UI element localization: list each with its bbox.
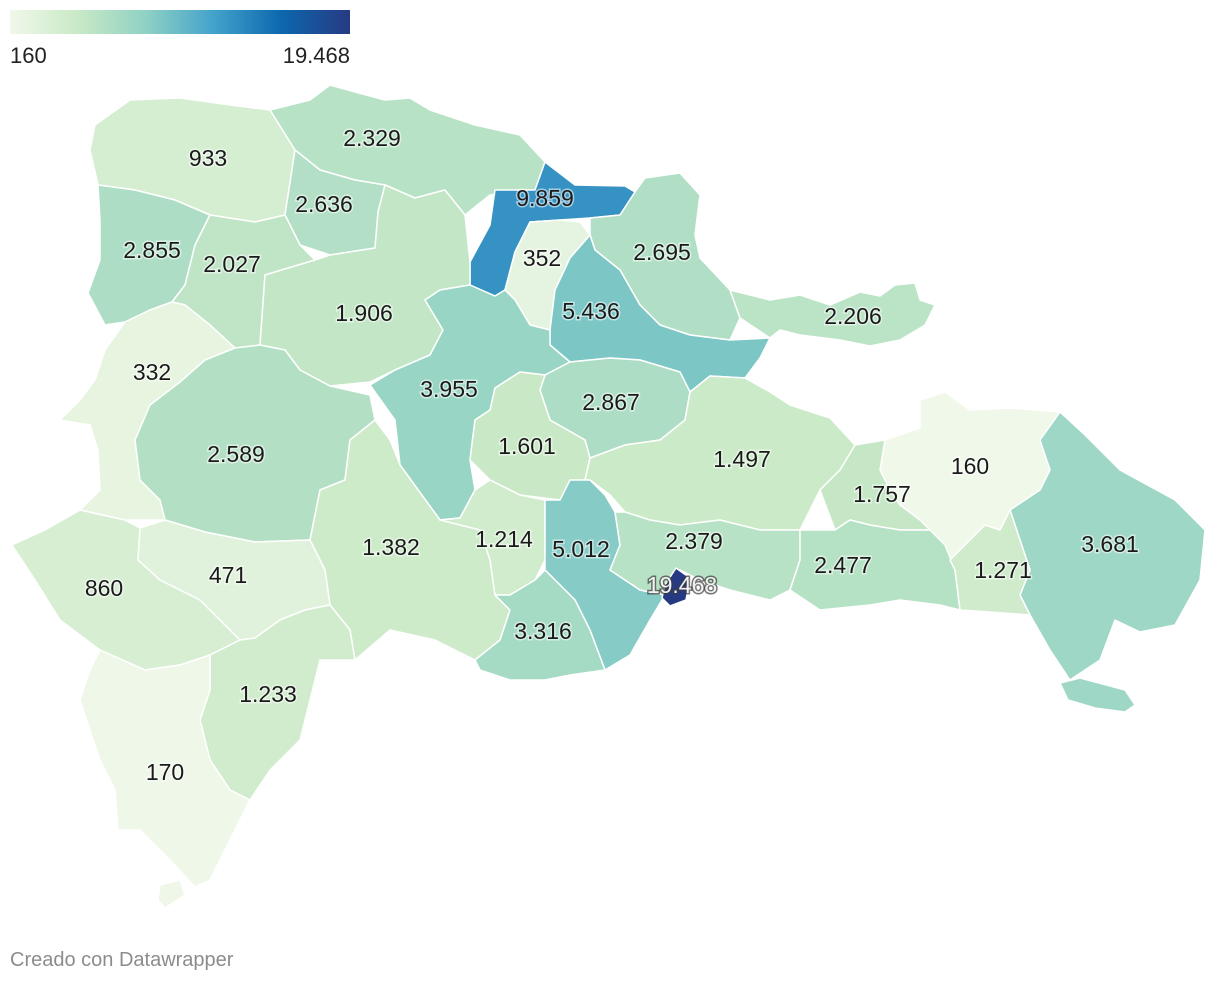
region-value-label: 2.636 xyxy=(295,191,353,217)
map-region[interactable] xyxy=(949,509,1031,616)
region-value-label: 860 xyxy=(85,575,123,601)
map-region[interactable] xyxy=(79,649,251,888)
map-region[interactable] xyxy=(259,184,471,387)
map-regions xyxy=(11,84,1206,909)
region-value-label: 2.695 xyxy=(633,239,691,265)
region-value-label: 9.859 xyxy=(516,185,574,211)
map-region-island xyxy=(1059,677,1136,713)
region-value-label: 1.601 xyxy=(498,433,556,459)
region-value-label: 3.681 xyxy=(1081,531,1139,557)
datawrapper-credit[interactable]: Creado con Datawrapper xyxy=(10,949,234,971)
map-region[interactable] xyxy=(661,567,691,607)
map-region[interactable] xyxy=(474,569,606,681)
region-value-label: 1.382 xyxy=(362,534,420,560)
region-value-label: 2.027 xyxy=(203,251,261,277)
region-value-label: 2.855 xyxy=(123,237,181,263)
region-value-label: 2.589 xyxy=(207,441,265,467)
region-value-label: 471 xyxy=(209,562,247,588)
region-value-label: 1.233 xyxy=(239,681,297,707)
region-value-label: 1.214 xyxy=(475,526,533,552)
legend-min-label: 160 xyxy=(10,43,47,68)
region-value-label: 1.271 xyxy=(974,557,1032,583)
region-value-label: 933 xyxy=(189,145,227,171)
region-value-label: 1.497 xyxy=(713,446,771,472)
map-labels: 933 2.329 2.636 9.859 2.855 2.027 352 2.695 1.90… xyxy=(83,124,1140,787)
region-value-label: 2.206 xyxy=(824,303,882,329)
region-value-label: 352 xyxy=(523,245,561,271)
region-value-label: 2.379 xyxy=(665,528,723,554)
color-legend: 160 19.468 xyxy=(10,10,350,68)
region-value-label: 19.468 xyxy=(647,572,717,598)
region-value-label: 1.906 xyxy=(335,300,393,326)
region-value-label: 1.757 xyxy=(853,481,911,507)
legend-gradient-bar xyxy=(10,10,350,34)
region-value-label: 3.955 xyxy=(420,376,478,402)
map-region-island xyxy=(157,879,186,909)
map-region[interactable] xyxy=(1009,411,1206,681)
map-region[interactable] xyxy=(609,511,801,601)
region-value-label: 5.436 xyxy=(562,298,620,324)
region-value-label: 160 xyxy=(951,453,989,479)
region-value-label: 2.477 xyxy=(814,552,872,578)
region-value-label: 170 xyxy=(146,759,184,785)
region-value-label: 2.329 xyxy=(343,125,401,151)
region-value-label: 3.316 xyxy=(514,618,572,644)
region-value-label: 5.012 xyxy=(552,536,610,562)
legend-max-label: 19.468 xyxy=(282,43,350,68)
region-value-label: 2.867 xyxy=(582,389,640,415)
region-value-label: 332 xyxy=(133,359,171,385)
map-region[interactable] xyxy=(729,282,936,347)
